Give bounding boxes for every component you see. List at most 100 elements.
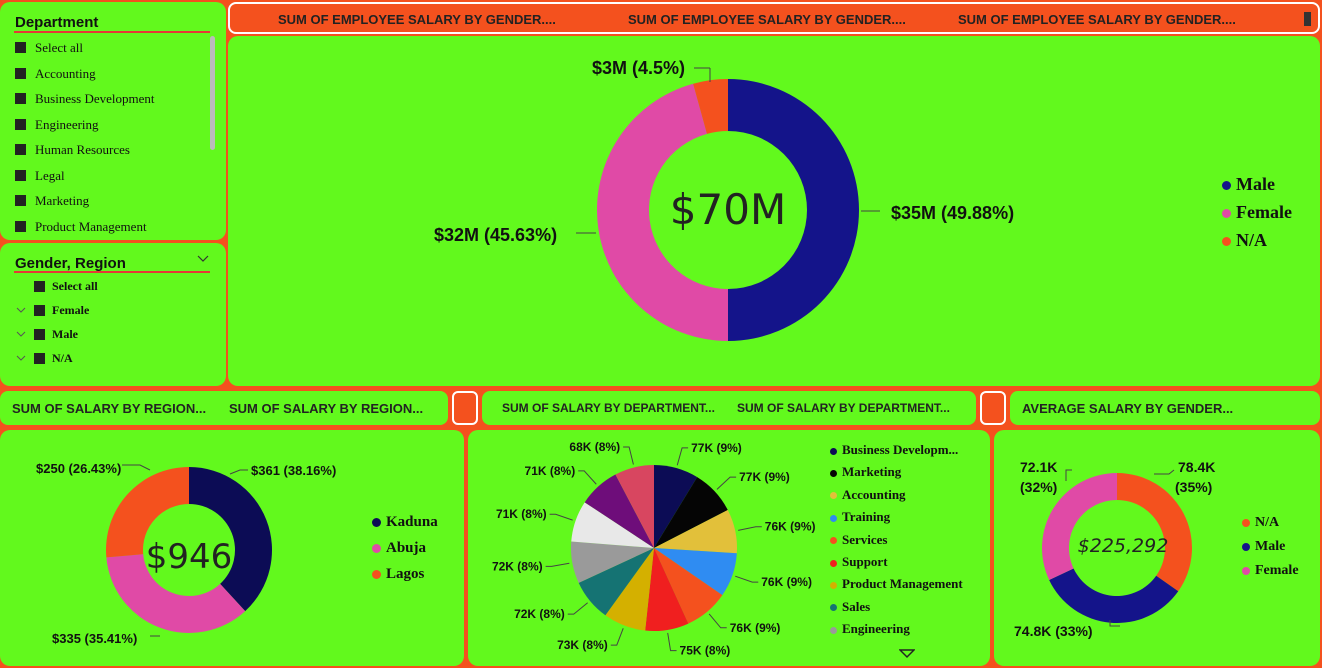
average-donut-slice[interactable] (1049, 568, 1179, 623)
department-legend-item[interactable]: Services (830, 532, 887, 548)
department-pie-slice[interactable] (654, 548, 737, 596)
legend-dot-icon (830, 447, 837, 455)
main-label-na: $3M (4.5%) (592, 58, 711, 82)
department-legend-item[interactable]: Engineering (830, 621, 910, 637)
department-pie-slice[interactable] (654, 465, 698, 548)
checkbox-icon[interactable] (15, 93, 26, 104)
department-pie-panel: 77K (9%) 77K (9%) 76K (9%) 76K (9%) 76K (9%)… (468, 430, 990, 666)
checkbox-icon[interactable] (15, 118, 26, 130)
main-legend-label: Male (1236, 174, 1275, 194)
checkbox-icon[interactable] (34, 353, 45, 364)
main-legend-item[interactable]: Female (1222, 202, 1292, 223)
department-legend-item[interactable]: Product Management (830, 576, 963, 592)
department-leader-line (667, 632, 677, 652)
department-legend-item[interactable]: Sales (830, 599, 870, 615)
legend-dot-icon (830, 469, 837, 477)
region-donut-chart: $946 $250 (26.43%) $361 (38.16%) $335 (3… (36, 461, 336, 646)
checkbox-icon[interactable] (34, 281, 45, 292)
department-pie-slice[interactable] (615, 465, 654, 548)
department-legend-label: Engineering (842, 621, 910, 637)
top-bar-handle[interactable] (1304, 12, 1311, 26)
department-title-bar: SUM OF SALARY BY DEPARTMENT... SUM OF SA… (482, 391, 976, 425)
department-legend-item[interactable]: Accounting (830, 487, 906, 503)
department-legend-item[interactable]: Support (830, 554, 888, 570)
department-legend-label: Support (842, 554, 888, 569)
department-legend-item[interactable]: Marketing (830, 464, 901, 480)
average-legend-label: Male (1255, 539, 1286, 554)
department-pie-slice[interactable] (578, 548, 654, 616)
region-donut-slice[interactable] (106, 467, 189, 558)
department-legend-label: Training (842, 509, 891, 525)
top-title-1: SUM OF EMPLOYEE SALARY BY GENDER.... (278, 12, 556, 27)
region-legend-item[interactable]: Kaduna (372, 514, 438, 531)
region-legend-label: Kaduna (386, 514, 438, 530)
department-leader-line (716, 476, 737, 490)
department-pie-slice[interactable] (571, 502, 654, 548)
department-pie-slice[interactable] (654, 477, 728, 548)
average-donut-slice[interactable] (1042, 473, 1117, 580)
main-label-female: $32M (45.63%) (434, 225, 596, 245)
department-legend-item[interactable]: Training (830, 509, 890, 525)
checkbox-icon[interactable] (15, 169, 26, 181)
region-title-2: SUM OF SALARY BY REGION... (229, 401, 424, 416)
department-leader-line (545, 562, 570, 567)
main-legend-item[interactable]: Male (1222, 174, 1275, 195)
department-pie-slice[interactable] (584, 474, 654, 548)
checkbox-icon[interactable] (15, 42, 26, 53)
department-legend-label: Sales (842, 598, 871, 614)
main-legend-item[interactable]: N/A (1222, 230, 1267, 251)
department-slice-label: 76K (9%) (730, 621, 781, 635)
region-legend-label: Abuja (386, 540, 427, 556)
checkbox-icon[interactable] (15, 67, 26, 79)
department-leader-line (676, 447, 689, 466)
department-legend-item[interactable]: Business Developm... (830, 442, 958, 458)
region-donut-slice[interactable] (106, 554, 246, 633)
department-leader-line (549, 513, 573, 521)
checkbox-icon[interactable] (34, 329, 45, 340)
region-title-bar: SUM OF SALARY BY REGION... SUM OF SALARY… (0, 391, 448, 425)
average-legend-item[interactable]: Female (1242, 563, 1299, 579)
region-nav-button[interactable] (452, 391, 478, 425)
legend-scroll-down-icon[interactable] (898, 646, 916, 659)
region-legend-item[interactable]: Abuja (372, 540, 426, 557)
department-slicer-title: Department (15, 14, 99, 31)
department-slice-label: 77K (9%) (739, 470, 790, 484)
department-pie-slice[interactable] (654, 548, 723, 624)
legend-dot-icon (830, 537, 837, 545)
main-donut-slice[interactable] (693, 79, 728, 134)
department-pie-slice[interactable] (571, 541, 654, 583)
gender-region-slicer-underline (14, 271, 210, 273)
region-legend-item[interactable]: Lagos (372, 566, 424, 583)
chevron-expand-icon[interactable] (16, 354, 26, 362)
department-legend-label: Business Developm... (842, 442, 959, 457)
checkbox-icon[interactable] (34, 305, 45, 316)
average-legend-item[interactable]: N/A (1242, 515, 1279, 531)
department-pie-slice[interactable] (645, 548, 689, 631)
department-pie-slice[interactable] (654, 509, 737, 554)
department-slice-label: 72K (8%) (492, 559, 543, 573)
legend-dot-icon (830, 581, 837, 589)
department-pie-slice[interactable] (605, 548, 654, 631)
average-legend-item[interactable]: Male (1242, 539, 1285, 555)
legend-dot-icon (830, 604, 837, 612)
department-nav-button[interactable] (980, 391, 1006, 425)
main-donut-slice[interactable] (728, 79, 859, 341)
main-legend-label: N/A (1236, 230, 1267, 250)
chevron-down-icon[interactable] (197, 252, 209, 264)
average-title-bar: AVERAGE SALARY BY GENDER... (1010, 391, 1320, 425)
department-legend-label: Accounting (842, 486, 906, 502)
checkbox-icon[interactable] (15, 195, 26, 206)
region-slice-label-kaduna: $361 (38.16%) (251, 463, 336, 478)
gender-region-slicer: Gender, Region Select all Female Male N/A (0, 243, 226, 386)
chevron-expand-icon[interactable] (16, 330, 26, 338)
main-donut-slice[interactable] (597, 83, 728, 342)
average-donut-slice[interactable] (1117, 473, 1192, 592)
department-slicer-item-label: Human Resources (35, 142, 130, 157)
chevron-expand-icon[interactable] (16, 306, 26, 314)
department-slicer: Department Select all Accounting Business … (0, 2, 226, 240)
checkbox-icon[interactable] (15, 220, 26, 232)
region-donut-slice[interactable] (189, 467, 272, 612)
department-slicer-item-label: Product Management (35, 218, 147, 234)
department-scrollbar[interactable] (210, 36, 215, 150)
checkbox-icon[interactable] (15, 144, 26, 155)
